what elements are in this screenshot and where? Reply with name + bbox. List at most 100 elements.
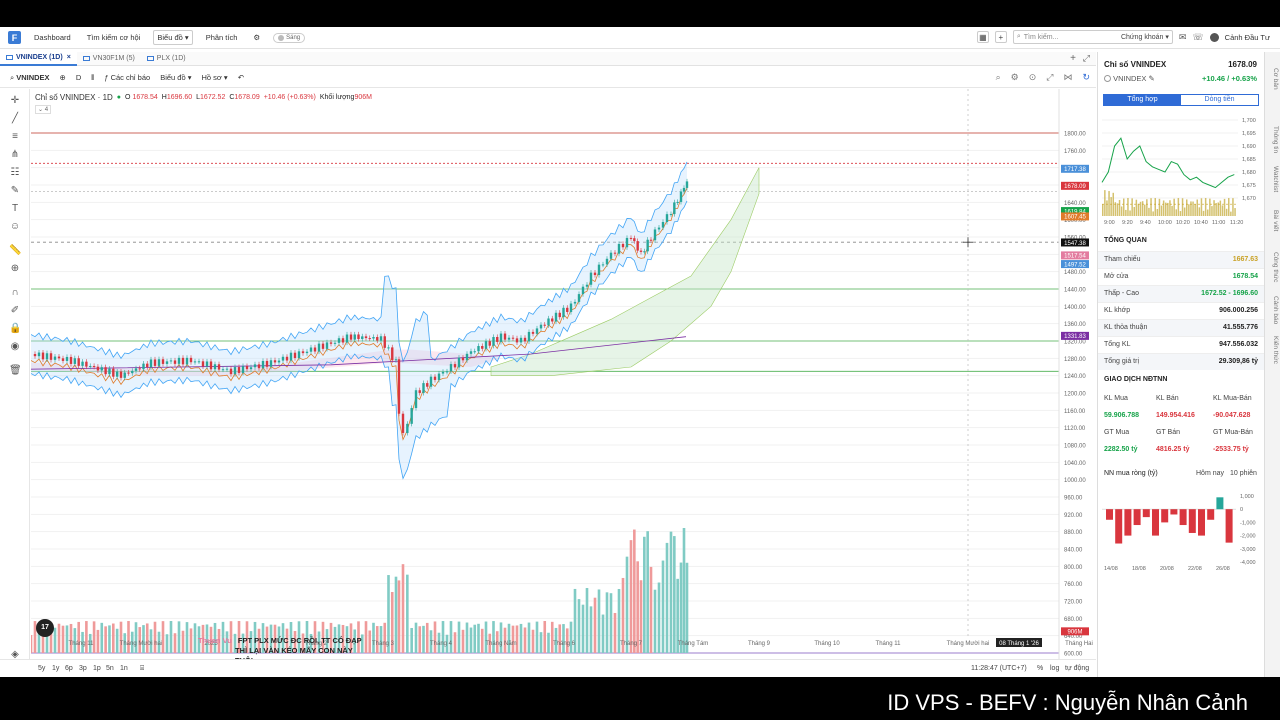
search-input[interactable]: Tìm kiếm... xyxy=(1023,33,1059,41)
tab-overview[interactable]: Tổng hợp xyxy=(1104,95,1181,105)
fullscreen-icon[interactable]: ⤢ xyxy=(1046,72,1054,82)
undo-icon[interactable]: ↶ xyxy=(237,73,244,82)
refresh-icon[interactable]: ↻ xyxy=(1082,72,1090,82)
period-1m[interactable]: 1p xyxy=(93,665,101,672)
theme-toggle[interactable]: Sáng xyxy=(273,32,306,43)
candle-body xyxy=(547,318,550,326)
brush-icon[interactable]: ✎ xyxy=(10,185,20,196)
candle-body xyxy=(221,369,225,371)
add-icon[interactable]: + xyxy=(994,31,1007,43)
period-1d[interactable]: 1n xyxy=(120,665,128,672)
tab-vn30f1m[interactable]: VN30F1M (5) xyxy=(77,52,141,66)
text-tool-icon[interactable]: T xyxy=(11,203,19,214)
visibility-icon[interactable]: ◉ xyxy=(10,341,20,352)
user-name[interactable]: Cảnh Đầu Tư xyxy=(1224,32,1270,42)
price-axis[interactable]: 1800.001760.001720.001680.001640.001600.… xyxy=(1058,89,1086,659)
time-axis[interactable]: Tháng 11 Tháng Mười hai 2025 Tháng 2 Tháng 3… xyxy=(69,638,1093,647)
side-tab-info[interactable]: Thông tin xyxy=(1272,126,1279,154)
panel-tabs: Tổng hợp Dòng tiền xyxy=(1103,94,1259,106)
date-range-icon[interactable]: ⌸ xyxy=(140,665,145,672)
compare-add-icon[interactable]: ⊕ xyxy=(59,73,66,82)
fib-retracement-icon[interactable]: ☷ xyxy=(10,167,20,178)
horizontal-lines-icon[interactable]: ≡ xyxy=(12,131,18,142)
layout-grid-icon[interactable]: ▦ xyxy=(976,31,989,43)
ruler-icon[interactable]: 📏 xyxy=(9,245,22,256)
side-tab-watchlist[interactable]: Watchlist xyxy=(1272,166,1279,193)
zoom-search-icon[interactable]: ⌕ xyxy=(995,72,1001,82)
time-axis-label: Tháng 11 xyxy=(876,641,902,647)
user-avatar[interactable] xyxy=(1209,32,1219,42)
intraday-volume-bar xyxy=(1146,199,1148,216)
nav-dashboard[interactable]: Dashboard xyxy=(34,33,71,42)
pitchfork-icon[interactable]: ⋔ xyxy=(10,149,20,160)
volume-bar xyxy=(685,562,689,653)
percent-toggle[interactable]: % xyxy=(1037,665,1044,672)
crosshair-icon[interactable]: ✛ xyxy=(10,95,20,106)
share-icon[interactable]: ⋈ xyxy=(1063,72,1073,82)
emoji-icon[interactable]: ☺ xyxy=(9,221,21,232)
net-bar xyxy=(1198,509,1205,536)
profile-menu[interactable]: Hồ sơ ▾ xyxy=(201,73,228,82)
magnet-icon[interactable]: ∩ xyxy=(11,287,19,298)
net-tab-10-sessions[interactable]: 10 phiên xyxy=(1230,470,1257,477)
indicators-button[interactable]: ƒ Các chỉ báo xyxy=(104,73,150,82)
edit-icon[interactable]: ✎ xyxy=(1148,74,1155,83)
nav-analysis[interactable]: Phân tích xyxy=(205,33,238,42)
panel-symbol[interactable]: VNINDEX ✎ xyxy=(1104,74,1155,83)
messages-icon[interactable]: ✉ xyxy=(1178,31,1187,42)
intraday-chart[interactable]: 1,700 1,695 1,690 1,685 1,680 1,675 1,670 9:00 9… xyxy=(1098,110,1264,228)
note-line-2: THÌ LẠI VÀN KÉO MẤY CON NÀY xyxy=(235,646,353,655)
period-6m[interactable]: 6p xyxy=(65,665,73,672)
log-toggle[interactable]: log xyxy=(1050,665,1060,672)
layers-icon[interactable]: ◈ xyxy=(11,649,19,660)
notifications-icon[interactable]: ☏ xyxy=(1192,31,1204,42)
net-buy-chart[interactable]: 1,000 0 -1,000 -2,000 -3,000 -4,000 14/08 18/08… xyxy=(1098,482,1264,572)
volume-bar xyxy=(682,528,686,653)
period-5d[interactable]: 5n xyxy=(106,665,114,672)
price-chart[interactable]: 1800.001760.001720.001680.001640.001600.… xyxy=(31,89,1095,659)
auto-toggle[interactable]: tự động xyxy=(1065,665,1090,672)
net-tab-today[interactable]: Hôm nay xyxy=(1196,470,1225,477)
nav-opportunity-search[interactable]: Tìm kiếm cơ hội xyxy=(86,33,141,42)
symbol-selector[interactable]: ⌕ VNINDEX xyxy=(10,73,50,83)
price-axis-label: 1160.00 xyxy=(1064,409,1086,415)
net-date-label: 22/08 xyxy=(1188,566,1202,572)
settings-gear-icon[interactable]: ⚙ xyxy=(253,33,261,42)
tab-money-flow[interactable]: Dòng tiền xyxy=(1204,96,1235,103)
candle-body xyxy=(249,367,253,370)
side-tab-formulas[interactable]: Công thức xyxy=(1272,252,1279,283)
legend-open: O 1678.54 xyxy=(125,94,158,101)
trash-icon[interactable]: 🗑 xyxy=(9,365,22,376)
zoom-in-icon[interactable]: ⊕ xyxy=(10,263,20,274)
search-scope-select[interactable]: Chứng khoán ▾ xyxy=(1120,34,1169,41)
volume-bar xyxy=(523,627,527,653)
screenshot-icon[interactable]: ⊙ xyxy=(1028,72,1037,82)
lock-drawings-icon[interactable]: ✐ xyxy=(10,305,20,316)
period-1y[interactable]: 1y xyxy=(52,665,60,672)
clock-readout[interactable]: 11:28:47 (UTC+7) xyxy=(971,665,1027,672)
volume-bar xyxy=(673,536,676,653)
side-tab-articles[interactable]: Bài viết xyxy=(1272,210,1279,232)
trend-line-icon[interactable]: ╱ xyxy=(11,113,19,124)
tab-plx[interactable]: PLX (1D) xyxy=(141,52,192,66)
candle-type-icon[interactable]: ⫴ xyxy=(91,72,95,82)
period-5y[interactable]: 5y xyxy=(38,665,46,672)
tab-vnindex[interactable]: VNINDEX (1D) × xyxy=(0,51,77,66)
interval-selector[interactable]: D xyxy=(75,73,82,82)
nav-chart[interactable]: Biểu đồ ▾ xyxy=(153,30,193,45)
side-tab-alerts[interactable]: Cảnh báo xyxy=(1272,296,1279,325)
expand-icon[interactable]: ⤢ xyxy=(1082,53,1090,63)
side-tab-basic[interactable]: Cơ bản xyxy=(1272,68,1279,90)
add-tab-icon[interactable]: + xyxy=(1070,53,1076,64)
search-box[interactable]: ⌕ Tìm kiếm... Chứng khoán ▾ xyxy=(1012,30,1173,44)
side-tab-knowledge[interactable]: Kiến thức xyxy=(1272,336,1279,364)
chart-settings-icon[interactable]: ⚙ xyxy=(1010,72,1019,82)
lock-icon[interactable]: 🔒 xyxy=(9,323,22,334)
tradingview-logo-icon[interactable]: 17 xyxy=(36,619,54,637)
app-logo-icon[interactable]: F xyxy=(8,31,21,44)
indicator-collapse-button[interactable]: ⌄ 4 xyxy=(35,105,52,114)
candle-body xyxy=(301,351,305,354)
close-icon[interactable]: × xyxy=(66,54,71,61)
chart-type-menu[interactable]: Biểu đồ ▾ xyxy=(160,73,192,82)
period-3m[interactable]: 3p xyxy=(79,665,87,672)
